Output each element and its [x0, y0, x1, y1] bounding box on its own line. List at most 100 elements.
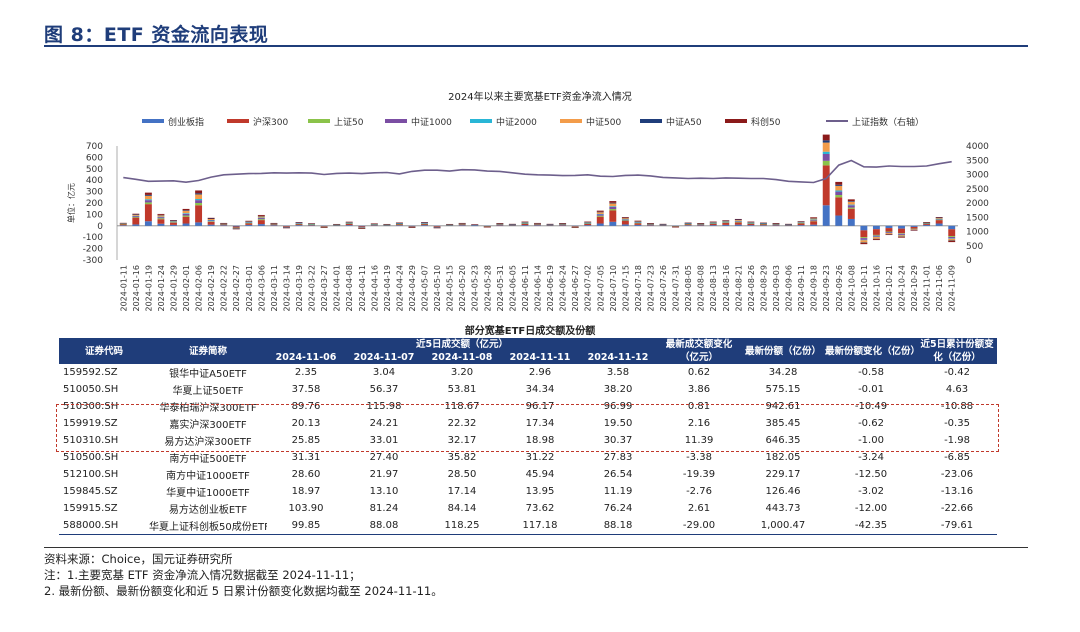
header-date: 2024-11-08 [423, 351, 501, 364]
x-tick-label: 2024-05-15 [446, 265, 455, 312]
bar-segment [822, 153, 830, 161]
x-tick-label: 2024-07-26 [659, 265, 668, 312]
header-date: 2024-11-07 [345, 351, 423, 364]
table-row: 159845.SZ 华夏中证1000ETF 18.97 13.10 17.14 13.95… [59, 483, 997, 500]
cell-value: -12.00 [854, 503, 888, 514]
bar-segment [647, 225, 654, 226]
bar-segment [144, 192, 152, 195]
x-tick-label: 2024-09-26 [835, 265, 844, 312]
cell-value: 3.86 [687, 384, 711, 395]
x-tick-label: 2024-07-15 [621, 265, 630, 312]
bar-segment [584, 222, 592, 224]
bar-segment [785, 223, 792, 225]
bar-segment [345, 223, 353, 226]
bar-segment [245, 224, 253, 226]
bar-segment [596, 213, 604, 215]
cell-value: -10.49 [854, 401, 888, 412]
header-latest-change: 最新成交额变化（亿元） [657, 338, 742, 364]
cell-value: 89.76 [291, 401, 321, 412]
x-tick-label: 2024-10-29 [910, 265, 919, 312]
x-tick-label: 2024-11-01 [923, 265, 932, 312]
cell-value: -13.16 [940, 486, 974, 497]
bar-segment [910, 226, 918, 229]
bar-segment [609, 206, 617, 207]
cell-value: 31.31 [291, 452, 321, 463]
bar-segment [923, 222, 931, 224]
x-tick-label: 2024-07-10 [609, 265, 618, 312]
cell-value: 2.61 [687, 503, 711, 514]
bar-segment [734, 224, 742, 226]
bar-segment [119, 223, 127, 224]
bar-segment [734, 221, 742, 223]
bar-segment [847, 208, 855, 219]
bar-segment [207, 221, 215, 225]
bar-segment [483, 226, 491, 227]
bar-segment [508, 225, 516, 226]
bar-segment [283, 227, 290, 229]
bar-segment [609, 206, 617, 210]
x-tick-label: 2024-09-06 [785, 265, 794, 312]
bar-segment [684, 224, 692, 226]
bar-segment [722, 220, 730, 222]
bar-segment [458, 224, 466, 225]
bar-segment [584, 221, 592, 223]
bar-segment [722, 221, 730, 223]
bar-segment [910, 229, 918, 231]
bar-segment [872, 234, 880, 236]
bar-segment [584, 221, 592, 223]
cell-value: 34.28 [768, 367, 798, 378]
bar-segment [308, 223, 316, 225]
bar-segment [433, 225, 441, 227]
bar-segment [810, 219, 818, 221]
cell-value: 13.10 [369, 486, 399, 497]
bar-segment [634, 222, 642, 223]
bar-segment [458, 225, 466, 226]
y-tick-label: 700 [86, 142, 103, 152]
bar-segment [571, 227, 579, 229]
bar-segment [157, 218, 165, 220]
bar-segment [609, 209, 617, 211]
cell-name: 华夏上证50ETF [172, 386, 244, 397]
bar-segment [584, 225, 592, 226]
bar-segment [308, 225, 316, 226]
bar-segment [709, 221, 717, 223]
cell-value: 45.94 [525, 469, 555, 480]
bar-segment [295, 223, 303, 226]
bar-segment [847, 199, 855, 202]
bar-segment [734, 221, 742, 222]
bar-segment [872, 238, 880, 240]
bar-segment [119, 225, 127, 226]
cell-value: 3.58 [606, 367, 630, 378]
cell-value: 22.32 [447, 418, 477, 429]
cell-code: 510310.SH [63, 435, 119, 446]
bar-segment [170, 221, 177, 222]
cell-value: 27.83 [603, 452, 633, 463]
bar-segment [759, 222, 767, 224]
legend-label: 科创50 [751, 116, 781, 128]
bar-segment [270, 224, 278, 226]
bar-segment [634, 221, 642, 222]
bar-segment [672, 226, 680, 227]
bar-segment [295, 223, 303, 225]
bar-segment [132, 214, 140, 216]
bar-segment [182, 215, 190, 217]
cell-value: 117.18 [501, 517, 579, 535]
bar-segment [421, 223, 428, 226]
bar-segment [810, 218, 818, 220]
x-tick-label: 2024-09-03 [772, 265, 781, 312]
legend-label: 沪深300 [253, 116, 288, 128]
bar-segment [596, 216, 604, 224]
x-tick-label: 2024-07-31 [672, 265, 681, 312]
bar-segment [935, 218, 943, 220]
x-tick-label: 2024-06-24 [559, 265, 568, 312]
bar-segment [697, 224, 705, 226]
table-row: 159919.SZ 嘉实沪深300ETF 20.13 24.21 22.32 17.34 1… [59, 415, 997, 432]
bar-segment [257, 224, 265, 226]
bar-segment [797, 221, 805, 222]
bar-segment [935, 220, 943, 224]
cell-value: 27.40 [369, 452, 399, 463]
bar-segment [496, 223, 504, 224]
bar-segment [621, 217, 629, 219]
bar-segment [822, 205, 830, 226]
